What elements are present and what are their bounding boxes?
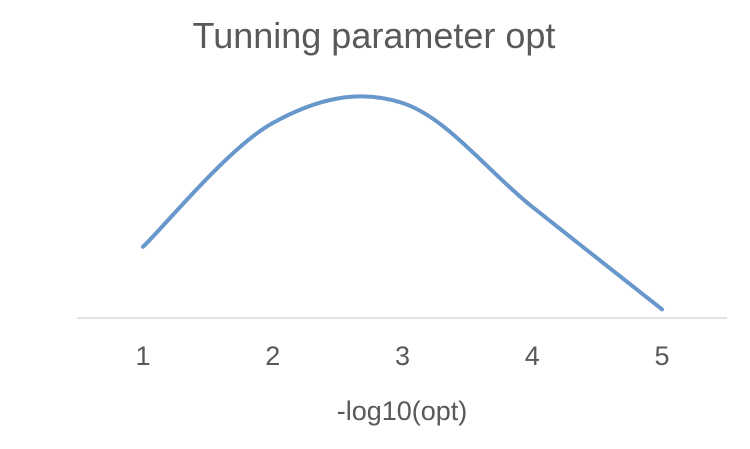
x-tick-label: 2 [265,341,280,371]
series-line [141,94,664,312]
chart-title: Tunning parameter opt [193,15,556,56]
plot-area [77,94,727,319]
x-tick-label: 3 [395,341,410,371]
x-axis-label: -log10(opt) [337,396,468,426]
x-tick-label: 5 [654,341,669,371]
x-tick-label: 1 [135,341,150,371]
x-tick-label: 4 [525,341,540,371]
x-tick-labels: 1 2 3 4 5 [135,341,669,371]
